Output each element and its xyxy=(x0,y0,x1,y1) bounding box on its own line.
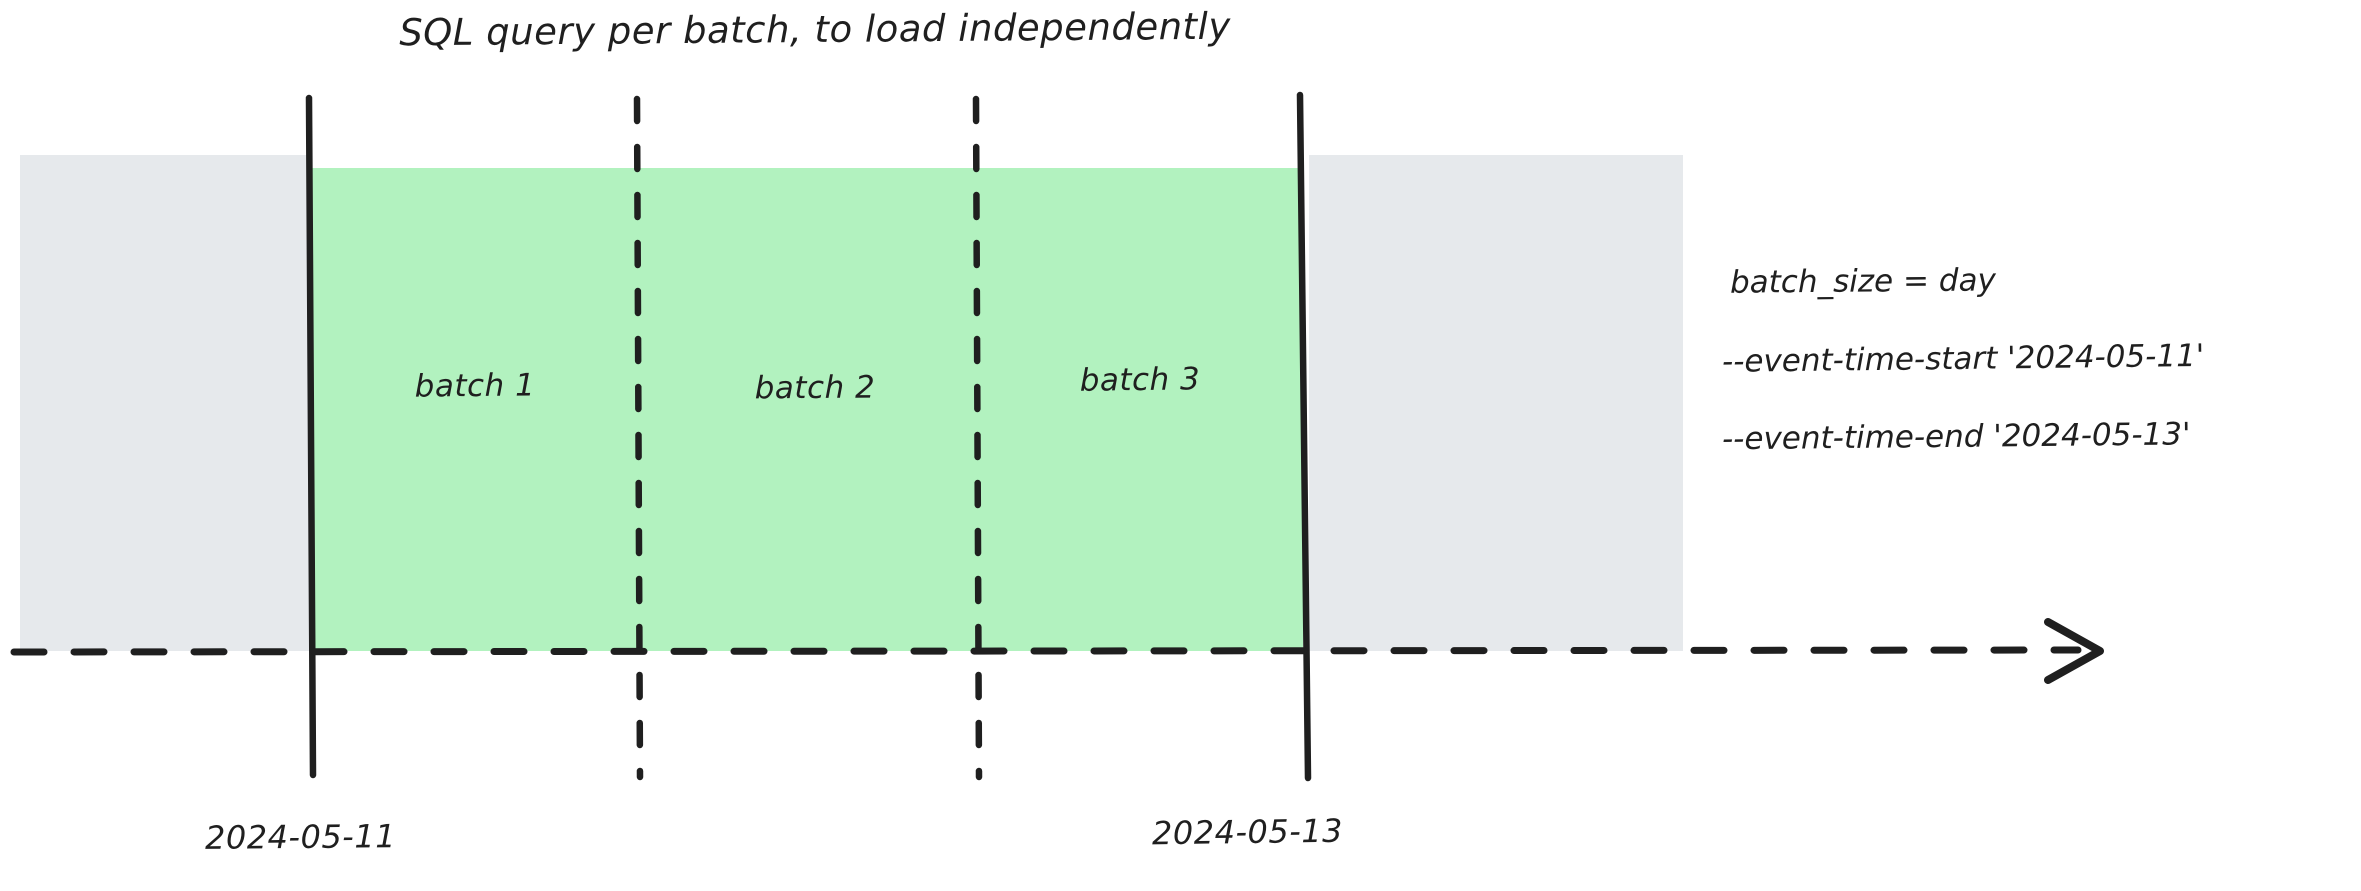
axis-date-end: 2024-05-13 xyxy=(1151,811,1344,853)
annotation-block: batch_size = day --event-time-start '202… xyxy=(1722,262,2350,457)
batch-label-1: batch 1 xyxy=(414,367,536,405)
annotation-event-time-start: --event-time-start '2024-05-11' xyxy=(1721,337,2205,380)
annotation-event-time-end: --event-time-end '2024-05-13' xyxy=(1721,416,2191,458)
context-band-before xyxy=(20,155,310,651)
batch-label-3: batch 3 xyxy=(1079,361,1201,399)
batch-label-2: batch 2 xyxy=(754,369,876,407)
axis-date-start: 2024-05-11 xyxy=(204,817,397,857)
context-band-after xyxy=(1309,155,1683,651)
diagram-title: SQL query per batch, to load independent… xyxy=(399,4,1231,55)
arrow-right-icon xyxy=(2044,618,2104,684)
selected-window-band xyxy=(310,168,1303,651)
annotation-batch-size: batch_size = day xyxy=(1729,262,1997,301)
